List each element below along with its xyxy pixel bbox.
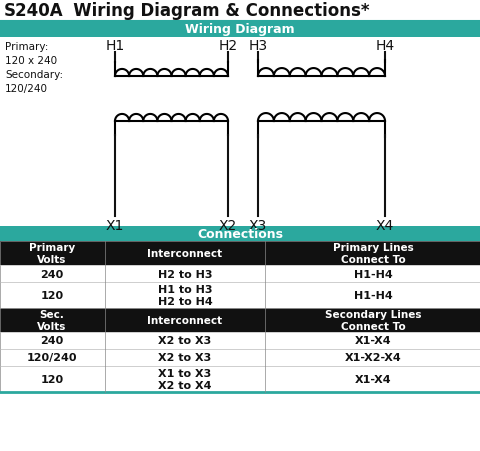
- Text: H1: H1: [106, 39, 125, 53]
- Text: Primary:
120 x 240
Secondary:
120/240: Primary: 120 x 240 Secondary: 120/240: [5, 42, 63, 94]
- Text: H1-H4: H1-H4: [354, 290, 392, 300]
- Bar: [0, 265, 480, 282]
- Text: Primary
Volts: Primary Volts: [29, 243, 75, 264]
- Text: X4: X4: [376, 219, 394, 232]
- Text: 120: 120: [40, 374, 63, 384]
- Text: Connections: Connections: [197, 227, 283, 240]
- Bar: [0, 282, 480, 308]
- Text: 120: 120: [40, 290, 63, 300]
- Text: X2: X2: [219, 219, 237, 232]
- Text: H1 to H3
H2 to H4: H1 to H3 H2 to H4: [157, 285, 212, 306]
- Text: Primary Lines
Connect To: Primary Lines Connect To: [333, 243, 413, 264]
- Text: Interconnect: Interconnect: [147, 249, 223, 258]
- Text: 120/240: 120/240: [27, 353, 77, 363]
- Text: Secondary Lines
Connect To: Secondary Lines Connect To: [325, 309, 421, 331]
- Text: X1-X4: X1-X4: [355, 336, 391, 346]
- Bar: [0, 332, 480, 349]
- Bar: [0, 308, 480, 332]
- Bar: [0, 226, 480, 241]
- Text: X2 to X3: X2 to X3: [158, 353, 212, 363]
- Text: X1 to X3
X2 to X4: X1 to X3 X2 to X4: [158, 368, 212, 390]
- Text: H1-H4: H1-H4: [354, 269, 392, 279]
- Text: Wiring Diagram: Wiring Diagram: [185, 23, 295, 37]
- Bar: [0, 366, 480, 392]
- Text: S240A: S240A: [4, 2, 64, 20]
- Text: X3: X3: [249, 219, 267, 232]
- Text: X1-X4: X1-X4: [355, 374, 391, 384]
- Text: Interconnect: Interconnect: [147, 315, 223, 325]
- Text: 240: 240: [40, 336, 64, 346]
- Bar: [0, 349, 480, 366]
- Text: X1-X2-X4: X1-X2-X4: [345, 353, 401, 363]
- Text: Wiring Diagram & Connections*: Wiring Diagram & Connections*: [56, 2, 370, 20]
- Text: H2: H2: [218, 39, 238, 53]
- Bar: [0, 241, 480, 392]
- Text: X2 to X3: X2 to X3: [158, 336, 212, 346]
- Text: Sec.
Volts: Sec. Volts: [37, 309, 67, 331]
- Bar: [0, 241, 480, 265]
- Text: H2 to H3: H2 to H3: [158, 269, 212, 279]
- Bar: [0, 22, 480, 38]
- Text: X1: X1: [106, 219, 124, 232]
- Text: H3: H3: [249, 39, 267, 53]
- Text: 240: 240: [40, 269, 64, 279]
- Text: H4: H4: [375, 39, 395, 53]
